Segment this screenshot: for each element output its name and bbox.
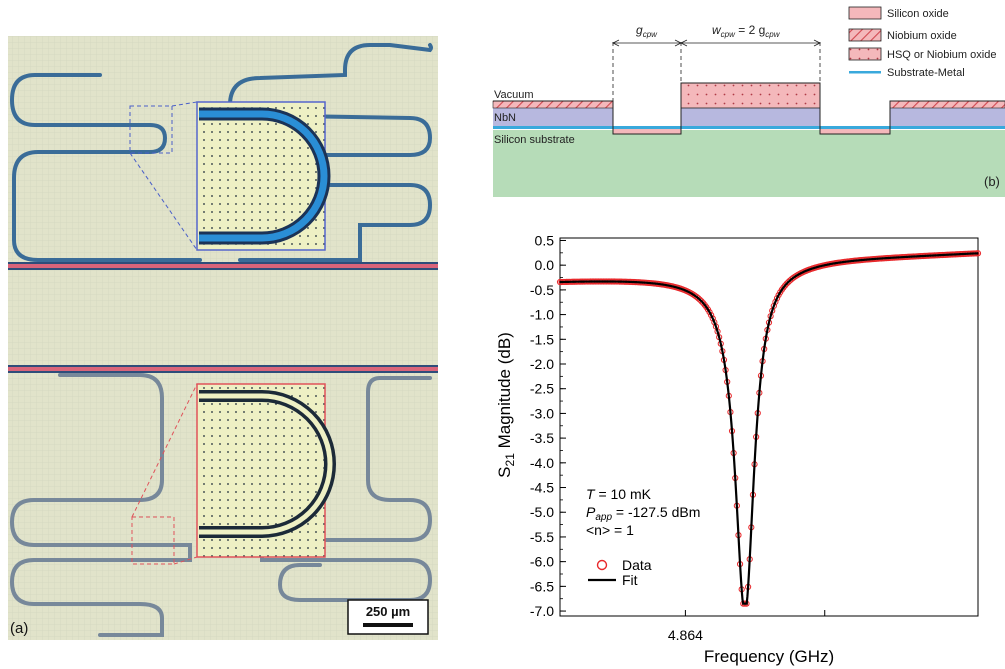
y-tick-label: -3.5 <box>530 430 554 446</box>
annotation-photon-number: <n> = 1 <box>586 522 634 538</box>
legend-swatch-silicon-oxide <box>848 6 882 20</box>
y-axis-ticks: 0.5 0.0 -0.5 -1.0 -1.5 -2.0 -2.5 -3.0 -3.5 -4.0 -4… <box>530 232 566 619</box>
y-tick-label: -5.0 <box>530 504 554 520</box>
y-tick-label: -5.5 <box>530 529 554 545</box>
nb-oxide-left <box>492 100 614 109</box>
legend-swatch-hsq <box>848 47 882 61</box>
feedline-top <box>8 262 438 270</box>
x-axis-ticks: 4.864 <box>668 610 826 643</box>
x-tick-label: 4.864 <box>668 627 703 643</box>
inset-top <box>196 101 331 251</box>
y-axis-label: S21 Magnitude (dB) <box>495 332 517 478</box>
y-tick-label: -1.5 <box>530 331 554 347</box>
y-tick-label: -1.0 <box>530 307 554 323</box>
legend-label-data: Data <box>622 557 652 573</box>
data-point <box>706 308 713 316</box>
hsq-center <box>680 82 821 109</box>
legend-label-hsq: HSQ or Niobium oxide <box>887 49 996 61</box>
chart-annotations: T = 10 mK Papp = -127.5 dBm <n> = 1 <box>586 486 700 538</box>
nb-oxide-right <box>889 100 1005 109</box>
legend-label-niobium-oxide: Niobium oxide <box>887 30 957 42</box>
legend-marker-data <box>596 559 608 571</box>
chart-legend: Data Fit <box>588 557 652 588</box>
data-point <box>699 299 707 307</box>
plot-frame <box>559 237 979 617</box>
feedline-bottom <box>8 365 438 373</box>
legend-swatch-substrate-metal <box>849 71 881 74</box>
y-tick-label: -2.5 <box>530 381 554 397</box>
panel-b-label: (b) <box>984 174 1000 189</box>
y-tick-label: -4.5 <box>530 480 554 496</box>
nbn-right <box>890 108 1005 127</box>
dimension-lines <box>612 39 821 101</box>
y-tick-label: 0.0 <box>535 257 555 273</box>
data-point <box>696 296 703 303</box>
y-tick-label: -7.0 <box>530 603 554 619</box>
x-axis-label: Frequency (GHz) <box>704 647 834 666</box>
panel-a-label: (a) <box>10 620 28 637</box>
legend-label-silicon-oxide: Silicon oxide <box>887 8 949 20</box>
y-tick-label: -3.0 <box>530 405 554 421</box>
nbn-left <box>493 108 613 127</box>
data-point <box>708 311 715 319</box>
data-point <box>783 280 790 287</box>
legend-swatch-niobium-oxide <box>848 28 882 42</box>
annotation-power: Papp = -127.5 dBm <box>586 504 700 523</box>
y-tick-label: -0.5 <box>530 282 554 298</box>
panel-b-legend: Silicon oxide Niobium oxide HSQ or Niobi… <box>848 6 996 79</box>
data-point <box>698 298 705 305</box>
panel-b-cross-section: gcpw wcpw = 2 gcpw Vacuum NbN Silicon su… <box>492 6 1005 197</box>
zoom-lines-bottom <box>131 383 198 565</box>
annotation-temperature: T = 10 mK <box>586 486 652 502</box>
substrate-metal-line <box>493 126 1005 129</box>
gap-dimension-label: gcpw <box>636 23 658 39</box>
fit-series-line <box>559 252 979 605</box>
y-tick-label: -6.0 <box>530 554 554 570</box>
zoom-lines-top <box>129 101 198 251</box>
legend-label-substrate-metal: Substrate-Metal <box>887 67 965 79</box>
data-point <box>781 282 789 289</box>
y-tick-label: -6.5 <box>530 578 554 594</box>
layer-label-substrate: Silicon substrate <box>494 134 575 146</box>
panel-c-chart: 0.5 0.0 -0.5 -1.0 -1.5 -2.0 -2.5 -3.0 -3.5 -4.0 -4… <box>495 232 982 666</box>
resonator-top <box>9 43 433 262</box>
panel-a-micrograph: 250 µm (a) <box>8 36 438 640</box>
y-tick-label: -4.0 <box>530 455 554 471</box>
scale-bar-label: 250 µm <box>366 604 410 619</box>
inset-bottom <box>196 383 336 558</box>
y-tick-label: 0.5 <box>535 232 555 248</box>
substrate-layer <box>493 130 1005 197</box>
nbn-center <box>681 108 820 127</box>
scale-bar: 250 µm <box>347 599 429 635</box>
y-tick-label: -2.0 <box>530 356 554 372</box>
legend-label-fit: Fit <box>622 572 638 588</box>
layer-label-nbn: NbN <box>494 112 516 124</box>
width-dimension-label: wcpw = 2 gcpw <box>712 23 781 39</box>
layer-label-vacuum: Vacuum <box>494 89 534 101</box>
